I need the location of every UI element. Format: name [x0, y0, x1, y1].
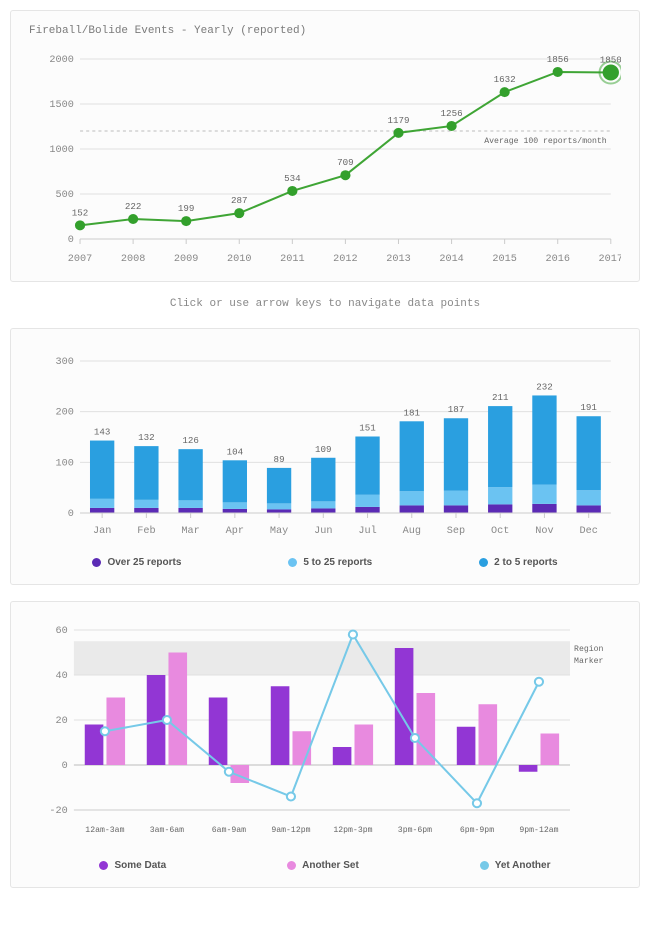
svg-text:1632: 1632	[494, 74, 516, 85]
svg-text:3am-6am: 3am-6am	[150, 826, 184, 835]
legend-label: Over 25 reports	[107, 557, 181, 568]
svg-text:151: 151	[359, 423, 376, 434]
legend-item[interactable]: Some Data	[99, 860, 166, 871]
svg-text:152: 152	[72, 207, 89, 218]
svg-text:Jan: Jan	[93, 526, 111, 537]
svg-text:6pm-9pm: 6pm-9pm	[460, 826, 494, 835]
svg-text:Mar: Mar	[181, 526, 199, 537]
svg-text:1179: 1179	[387, 115, 409, 126]
svg-text:1850: 1850	[600, 55, 621, 66]
legend-dot-icon	[479, 558, 488, 567]
svg-text:2008: 2008	[121, 254, 145, 265]
svg-text:500: 500	[56, 190, 74, 201]
svg-text:-20: -20	[49, 806, 67, 817]
svg-text:1500: 1500	[49, 100, 73, 111]
svg-text:2007: 2007	[68, 254, 92, 265]
legend-item[interactable]: 5 to 25 reports	[288, 557, 372, 568]
svg-text:Region: Region	[574, 645, 604, 654]
svg-text:0: 0	[68, 509, 74, 520]
hourly-combo-chart-card: Region Marker -20 0 20 40 60 12am-3am 3am-6am 6am…	[10, 601, 640, 888]
svg-text:Marker: Marker	[574, 657, 604, 666]
svg-text:20: 20	[56, 716, 68, 727]
svg-text:40: 40	[56, 671, 68, 682]
svg-text:2015: 2015	[492, 254, 516, 265]
svg-text:1000: 1000	[49, 145, 73, 156]
svg-text:1856: 1856	[547, 54, 569, 65]
svg-text:Feb: Feb	[137, 525, 155, 537]
svg-text:89: 89	[274, 454, 285, 465]
navigation-hint: Click or use arrow keys to navigate data…	[10, 298, 640, 310]
svg-text:709: 709	[337, 157, 354, 168]
legend-label: Some Data	[114, 860, 166, 871]
svg-text:300: 300	[56, 357, 74, 368]
legend-item[interactable]: Over 25 reports	[92, 557, 181, 568]
legend-label: 2 to 5 reports	[494, 557, 557, 568]
svg-text:3pm-6pm: 3pm-6pm	[398, 826, 432, 835]
svg-text:12pm-3pm: 12pm-3pm	[333, 826, 372, 835]
chart2-svg[interactable]: 0 100 200 300 143 Jan 132 Feb 126 Mar 104 Apr 89 May 1…	[29, 343, 621, 543]
legend-label: Yet Another	[495, 860, 551, 871]
svg-text:Dec: Dec	[579, 526, 597, 537]
svg-text:2010: 2010	[227, 254, 251, 265]
legend-item[interactable]: Another Set	[287, 860, 359, 871]
svg-text:2014: 2014	[439, 254, 463, 265]
svg-text:287: 287	[231, 195, 248, 206]
svg-text:2013: 2013	[386, 254, 410, 265]
chart2-legend: Over 25 reports 5 to 25 reports 2 to 5 r…	[29, 543, 621, 572]
svg-text:126: 126	[182, 435, 199, 446]
legend-dot-icon	[480, 861, 489, 870]
svg-text:2009: 2009	[174, 254, 198, 265]
chart1-title: Fireball/Bolide Events - Yearly (reporte…	[29, 25, 621, 37]
svg-text:199: 199	[178, 203, 195, 214]
svg-text:132: 132	[138, 432, 155, 443]
svg-text:104: 104	[227, 446, 244, 457]
svg-text:191: 191	[580, 402, 597, 413]
legend-label: 5 to 25 reports	[303, 557, 372, 568]
legend-label: Another Set	[302, 860, 359, 871]
svg-text:Nov: Nov	[535, 526, 553, 537]
svg-text:187: 187	[448, 404, 465, 415]
svg-text:200: 200	[56, 408, 74, 419]
svg-text:0: 0	[68, 235, 74, 246]
svg-text:6am-9am: 6am-9am	[212, 826, 246, 835]
legend-item[interactable]: Yet Another	[480, 860, 551, 871]
svg-text:Jun: Jun	[314, 526, 332, 537]
svg-text:60: 60	[56, 626, 68, 637]
svg-text:0: 0	[62, 761, 68, 772]
legend-dot-icon	[288, 558, 297, 567]
svg-text:222: 222	[125, 201, 142, 212]
svg-text:2012: 2012	[333, 254, 357, 265]
chart1-svg[interactable]: 0 500 1000 1500 2000 Average 100 reports/mont…	[29, 49, 621, 269]
svg-text:Apr: Apr	[226, 526, 244, 537]
legend-dot-icon	[99, 861, 108, 870]
svg-text:Average 100 reports/month: Average 100 reports/month	[484, 137, 607, 146]
svg-text:Sep: Sep	[447, 526, 465, 537]
svg-text:Aug: Aug	[403, 526, 421, 537]
svg-text:9pm-12am: 9pm-12am	[519, 826, 558, 835]
svg-text:109: 109	[315, 444, 332, 455]
yearly-line-chart-card: Fireball/Bolide Events - Yearly (reporte…	[10, 10, 640, 282]
legend-item[interactable]: 2 to 5 reports	[479, 557, 557, 568]
svg-text:May: May	[270, 526, 288, 537]
svg-text:181: 181	[404, 407, 421, 418]
svg-text:534: 534	[284, 173, 301, 184]
chart3-legend: Some Data Another Set Yet Another	[29, 846, 621, 875]
svg-text:211: 211	[492, 392, 509, 403]
legend-dot-icon	[287, 861, 296, 870]
svg-text:232: 232	[536, 382, 553, 393]
svg-text:100: 100	[56, 458, 74, 469]
chart3-svg[interactable]: Region Marker -20 0 20 40 60 12am-3am 3am-6am 6am…	[29, 616, 621, 846]
svg-text:2011: 2011	[280, 254, 304, 265]
svg-text:Jul: Jul	[358, 525, 376, 537]
legend-dot-icon	[92, 558, 101, 567]
svg-text:1256: 1256	[441, 108, 463, 119]
svg-text:9am-12pm: 9am-12pm	[271, 826, 310, 835]
svg-text:2017: 2017	[599, 254, 621, 265]
svg-text:12am-3am: 12am-3am	[85, 826, 124, 835]
svg-text:2016: 2016	[545, 254, 569, 265]
svg-text:143: 143	[94, 427, 111, 438]
svg-text:2000: 2000	[49, 55, 73, 66]
monthly-stacked-bar-card: 0 100 200 300 143 Jan 132 Feb 126 Mar 104 Apr 89 May 1…	[10, 328, 640, 585]
svg-text:Oct: Oct	[491, 526, 509, 537]
